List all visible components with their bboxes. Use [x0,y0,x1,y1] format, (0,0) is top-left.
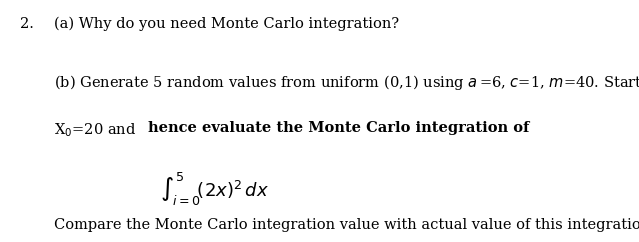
Text: (a) Why do you need Monte Carlo integration?: (a) Why do you need Monte Carlo integrat… [54,17,399,31]
Text: X$_0$=20 and: X$_0$=20 and [54,121,137,139]
Text: Compare the Monte Carlo integration value with actual value of this integration.: Compare the Monte Carlo integration valu… [54,218,639,232]
Text: 2.: 2. [20,17,35,31]
Text: $\int_{i=0}^{5}\!(2x)^2\, dx$: $\int_{i=0}^{5}\!(2x)^2\, dx$ [160,171,269,208]
Text: (b) Generate 5 random values from uniform (0,1) using $a\,$=6, $c$=1, $m$=40. St: (b) Generate 5 random values from unifor… [54,73,639,92]
Text: hence evaluate the Monte Carlo integration of: hence evaluate the Monte Carlo integrati… [148,121,530,135]
